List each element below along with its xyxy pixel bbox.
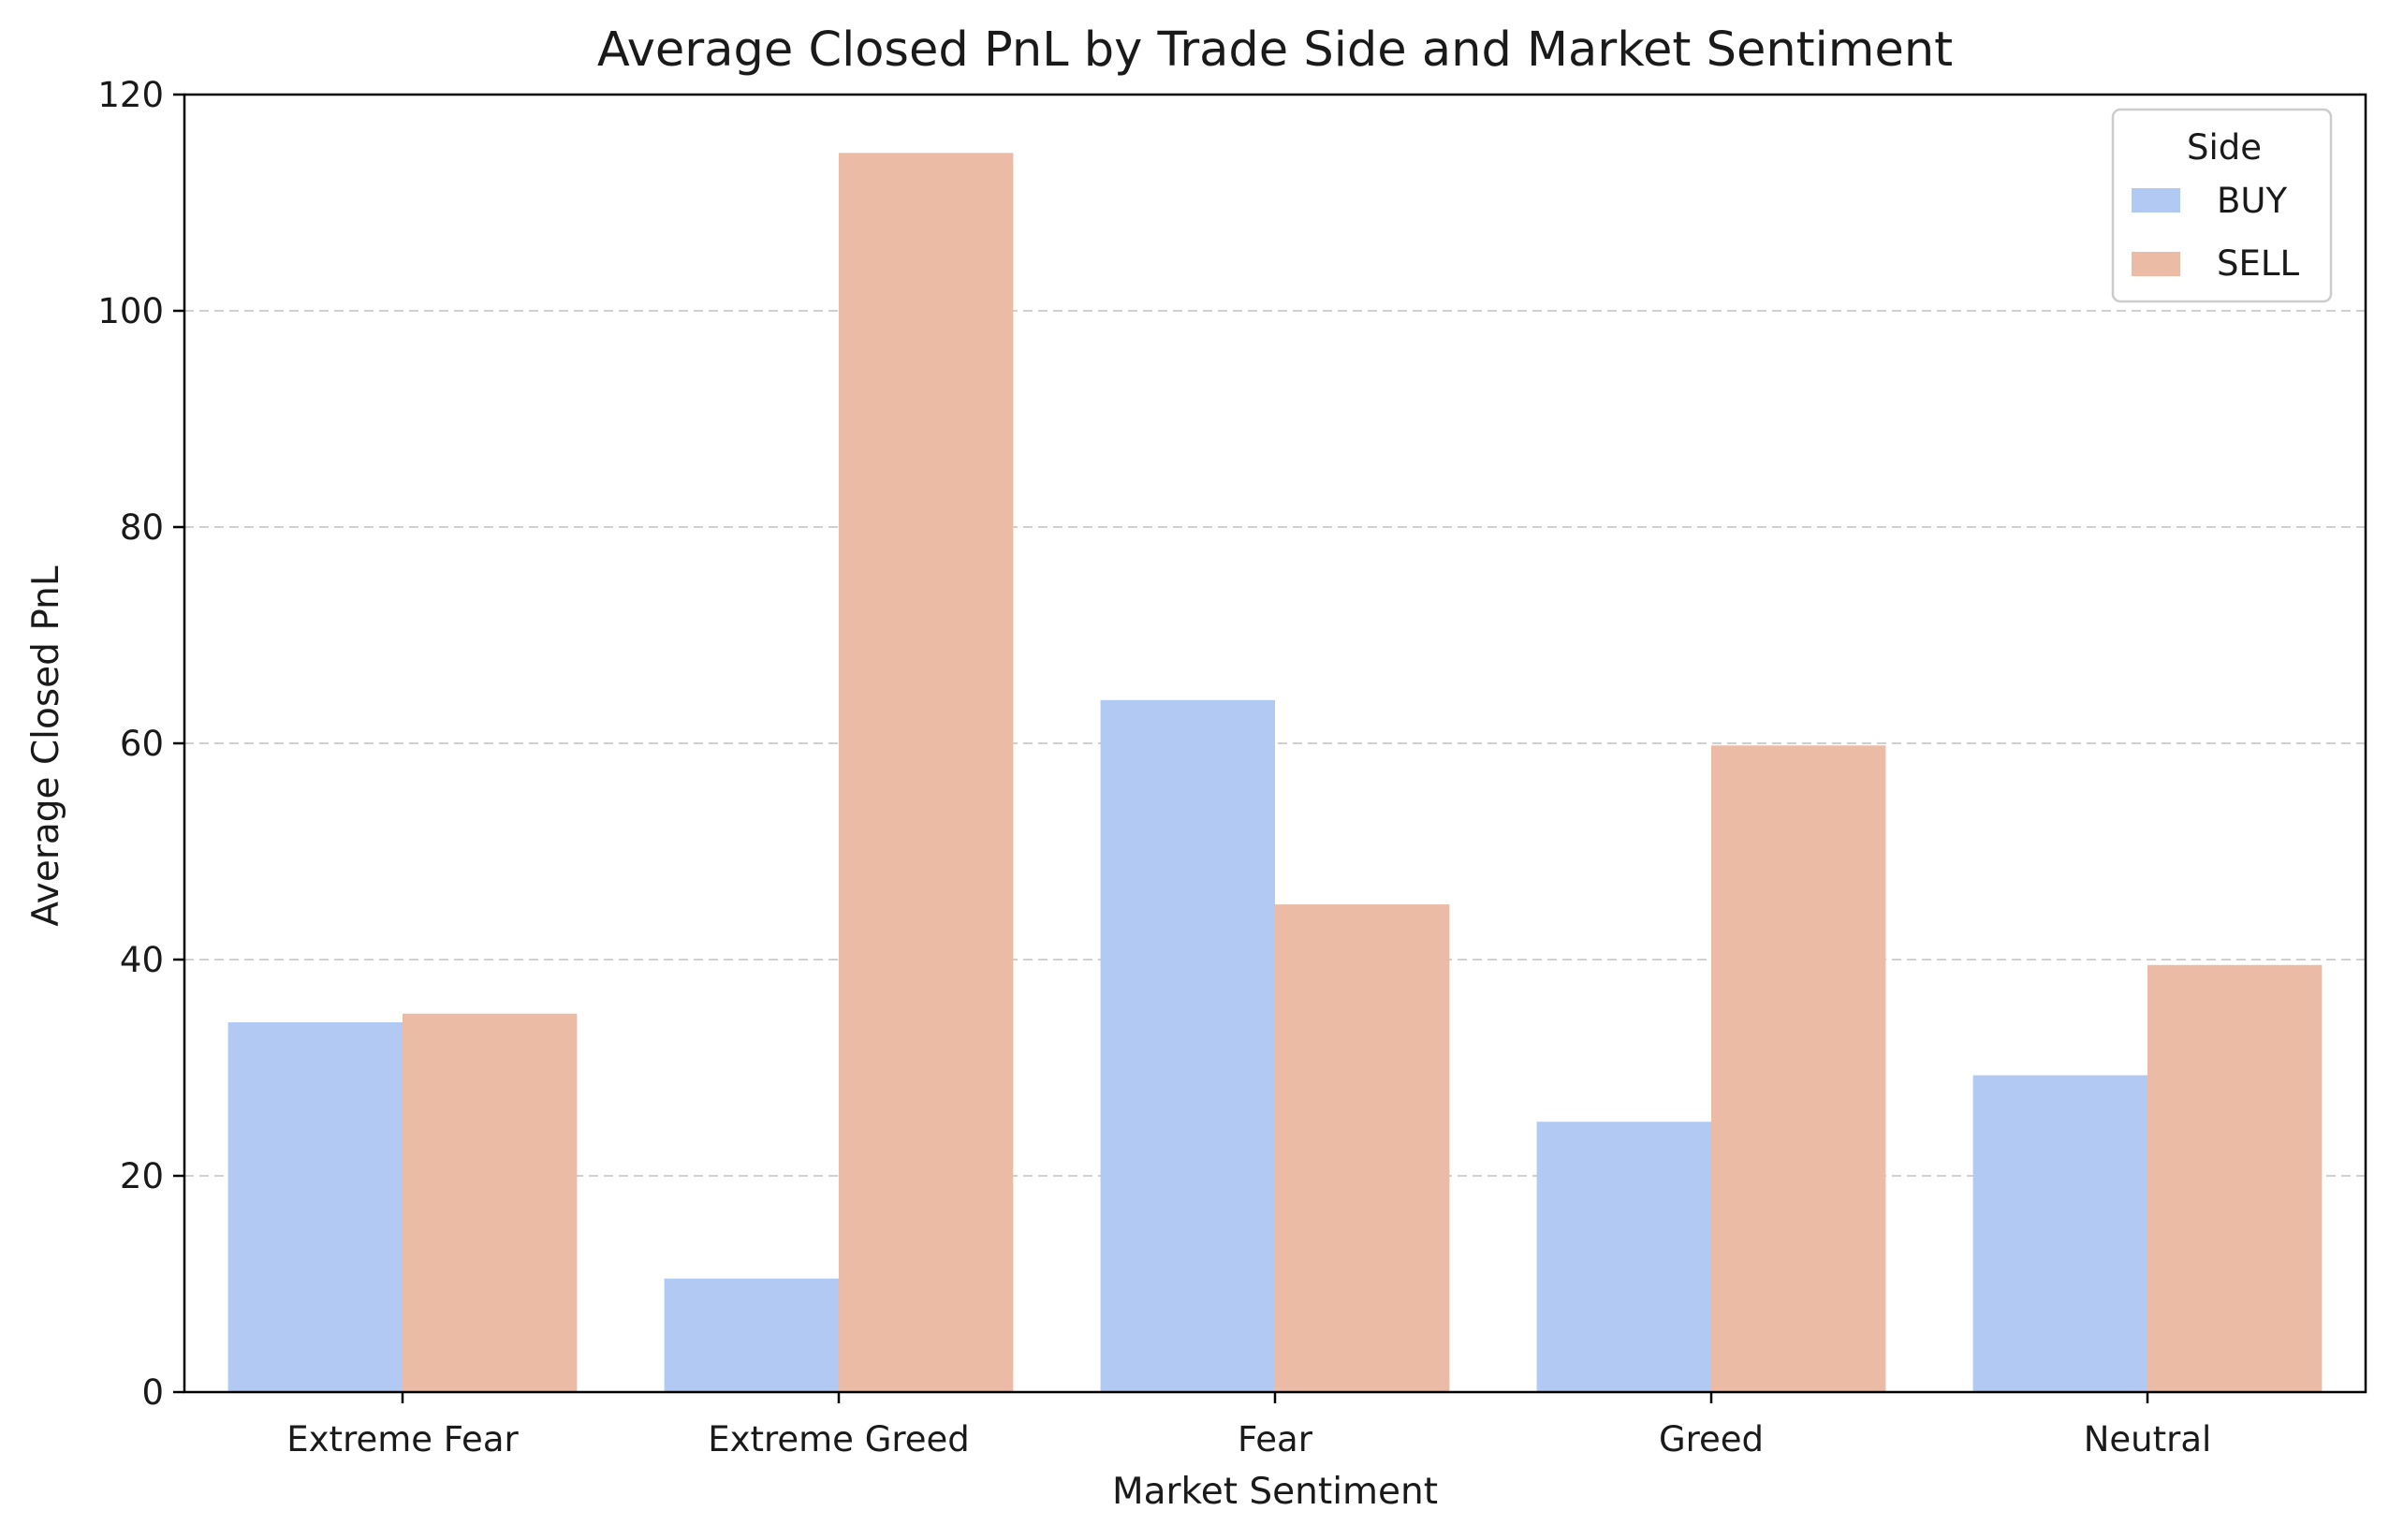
y-tick-label: 0 bbox=[141, 1372, 164, 1413]
bar-buy-neutral bbox=[1972, 1075, 2147, 1392]
y-tick-label: 40 bbox=[120, 940, 164, 980]
bar-sell-greed bbox=[1711, 745, 1886, 1392]
tick-labels: 0 20 40 60 80 100 120 Extreme Fear Extreme Greed… bbox=[97, 75, 2211, 1459]
x-tick-label: Extreme Fear bbox=[286, 1419, 519, 1459]
y-tick-label: 60 bbox=[120, 724, 164, 764]
bar-sell-extreme-greed bbox=[839, 153, 1014, 1392]
bar-sell-neutral bbox=[2147, 964, 2323, 1392]
legend-label-buy: BUY bbox=[2217, 181, 2287, 221]
chart-title: Average Closed PnL by Trade Side and Mar… bbox=[597, 22, 1953, 78]
y-tick-label: 120 bbox=[97, 75, 164, 115]
legend-title: Side bbox=[2187, 127, 2262, 168]
x-tick-label: Greed bbox=[1659, 1419, 1764, 1459]
y-axis-label: Average Closed PnL bbox=[25, 565, 67, 926]
bar-buy-fear bbox=[1100, 699, 1275, 1392]
axes bbox=[173, 93, 2367, 1403]
legend-swatch-sell bbox=[2132, 252, 2180, 276]
bar-buy-greed bbox=[1536, 1122, 1711, 1392]
y-tick-label: 100 bbox=[97, 291, 164, 331]
bars bbox=[227, 153, 2323, 1392]
bar-buy-extreme-fear bbox=[227, 1021, 403, 1392]
bar-sell-extreme-fear bbox=[403, 1013, 578, 1392]
plot-frame bbox=[183, 93, 2367, 1394]
bar-sell-fear bbox=[1275, 904, 1450, 1392]
legend-label-sell: SELL bbox=[2217, 243, 2299, 284]
y-tick-label: 20 bbox=[120, 1156, 164, 1196]
y-tick-label: 80 bbox=[120, 507, 164, 548]
x-tick-label: Neutral bbox=[2084, 1419, 2212, 1459]
legend-swatch-buy bbox=[2132, 188, 2180, 213]
bar-buy-extreme-greed bbox=[664, 1278, 839, 1392]
x-tick-label: Extreme Greed bbox=[708, 1419, 970, 1459]
x-axis-label: Market Sentiment bbox=[1112, 1471, 1438, 1513]
x-tick-label: Fear bbox=[1238, 1419, 1313, 1459]
legend: Side BUY SELL bbox=[2111, 108, 2333, 303]
